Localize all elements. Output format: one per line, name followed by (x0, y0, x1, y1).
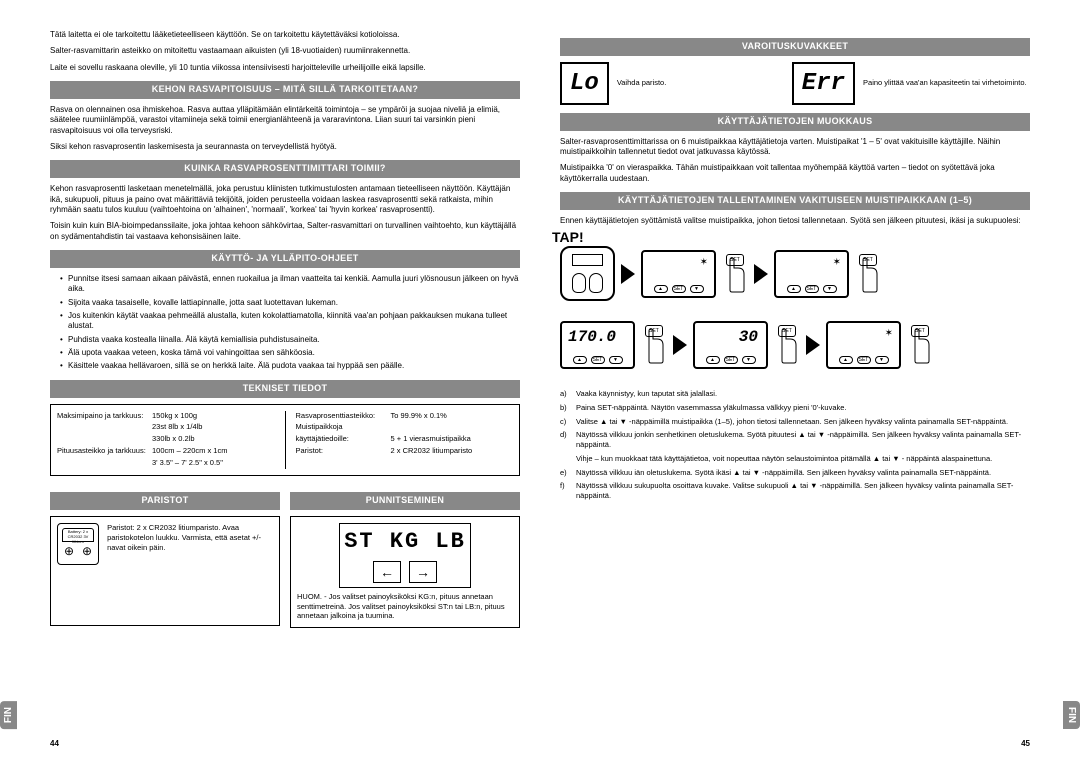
header-how-works: KUINKA RASVAPROSENTTIMITTARI TOIMII? (50, 160, 520, 178)
blink-icon: ✶ (700, 256, 708, 269)
intro-2: Laite ei sovellu raskaana oleville, yli … (50, 63, 520, 73)
page-number-right: 45 (1021, 739, 1030, 749)
page-number-left: 44 (50, 739, 59, 749)
header-user-save: KÄYTTÄJÄTIETOJEN TALLENTAMINEN VAKITUISE… (560, 192, 1030, 210)
blink-icon: ✶ (885, 327, 893, 340)
display-170-icon: 170.0 ▲SET▼ (560, 321, 635, 369)
usage-item: Käsittele vaakaa hellävaroen, sillä se o… (60, 361, 520, 371)
battery-box: Battery: 2 x CR2032 3V lithium ⊕⊕ Parist… (50, 516, 280, 626)
unit-display: ST KG LB (344, 528, 466, 557)
s3-intro: Ennen käyttäjätietojen syöttämistä valit… (560, 216, 1030, 226)
s2-p1: Toisin kuin kuin BIA-bioimpedanssilaite,… (50, 221, 520, 242)
intro-1: Salter-rasvamittarin asteikko on mitoite… (50, 46, 520, 56)
side-tab-left: FIN (0, 701, 17, 729)
header-specs: TEKNISET TIEDOT (50, 380, 520, 398)
steps-list: a)Vaaka käynnistyy, kun taputat sitä jal… (560, 389, 1030, 501)
display-icon: ✶ ▲SET▼ (826, 321, 901, 369)
hand-press-icon: SET (855, 254, 881, 294)
specs-table: Maksimipaino ja tarkkuus:150kg x 100g 23… (50, 404, 520, 477)
page-right: VAROITUSKUVAKKEET Lo Vaihda paristo. Err… (560, 30, 1030, 628)
arrow-icon (806, 335, 820, 355)
arrow-icon (621, 264, 635, 284)
lo-code-icon: Lo (560, 62, 609, 105)
header-user-edit: KÄYTTÄJÄTIETOJEN MUOKKAUS (560, 113, 1030, 131)
err-text: Paino ylittää vaa'an kapasiteetin tai vi… (863, 78, 1030, 88)
usage-item: Älä upota vaakaa veteen, koska tämä voi … (60, 348, 520, 358)
s2-p1: Muistipaikka '0' on vieraspaikka. Tähän … (560, 163, 1030, 184)
unit-arrows-icon: ←→ (344, 561, 466, 583)
header-weighing: PUNNITSEMINEN (290, 492, 520, 510)
usage-item: Jos kuitenkin käytät vaakaa pehmeällä al… (60, 311, 520, 332)
scale-icon (560, 246, 615, 301)
header-warnings: VAROITUSKUVAKKEET (560, 38, 1030, 56)
hand-press-icon: SET (641, 325, 667, 365)
err-code-icon: Err (792, 62, 855, 105)
weighing-box: ST KG LB ←→ HUOM. - Jos valitset painoyk… (290, 516, 520, 628)
page-left: Tätä laitetta ei ole tarkoitettu lääketi… (50, 30, 520, 628)
diagram-row-2: 170.0 ▲SET▼ SET 30 ▲SET▼ SET ✶ ▲SET▼ (560, 321, 1030, 369)
s2-p0: Kehon rasvaprosentti lasketaan menetelmä… (50, 184, 520, 215)
arrow-icon (754, 264, 768, 284)
side-tab-right: FIN (1063, 701, 1080, 729)
hand-press-icon: SET (722, 254, 748, 294)
weighing-note: HUOM. - Jos valitset painoyksiköksi KG:n… (297, 592, 513, 621)
header-body-fat-meaning: KEHON RASVAPITOISUUS – MITÄ SILLÄ TARKOI… (50, 81, 520, 99)
s1-p1: Siksi kehon rasvaprosentin laskemisesta … (50, 142, 520, 152)
battery-compartment-icon: Battery: 2 x CR2032 3V lithium ⊕⊕ (57, 523, 99, 565)
s1-p0: Rasva on olennainen osa ihmiskehoa. Rasv… (50, 105, 520, 136)
battery-text: Paristot: 2 x CR2032 litiumparisto. Avaa… (107, 523, 271, 552)
s2-p0: Salter-rasvaprosenttimittarissa on 6 mui… (560, 137, 1030, 158)
blink-icon: ✶ (833, 256, 841, 269)
hand-press-icon: SET (907, 325, 933, 365)
header-usage: KÄYTTÖ- JA YLLÄPITO-OHJEET (50, 250, 520, 268)
hand-press-icon: SET (774, 325, 800, 365)
display-30-icon: 30 ▲SET▼ (693, 321, 768, 369)
arrow-icon (673, 335, 687, 355)
tap-label: TAP! (552, 228, 584, 246)
display-icon: ✶ ▲SET▼ (641, 250, 716, 298)
display-icon: ✶ ▲SET▼ (774, 250, 849, 298)
lo-text: Vaihda paristo. (617, 78, 784, 88)
intro-0: Tätä laitetta ei ole tarkoitettu lääketi… (50, 30, 520, 40)
usage-item: Puhdista vaaka kostealla liinalla. Älä k… (60, 335, 520, 345)
usage-list: Punnitse itsesi samaan aikaan päivästä, … (50, 274, 520, 372)
header-batteries: PARISTOT (50, 492, 280, 510)
usage-item: Sijoita vaaka tasaiselle, kovalle lattia… (60, 298, 520, 308)
diagram-row-1: TAP! ✶ ▲SET▼ SET ✶ ▲SET▼ SET (560, 246, 1030, 301)
usage-item: Punnitse itsesi samaan aikaan päivästä, … (60, 274, 520, 295)
